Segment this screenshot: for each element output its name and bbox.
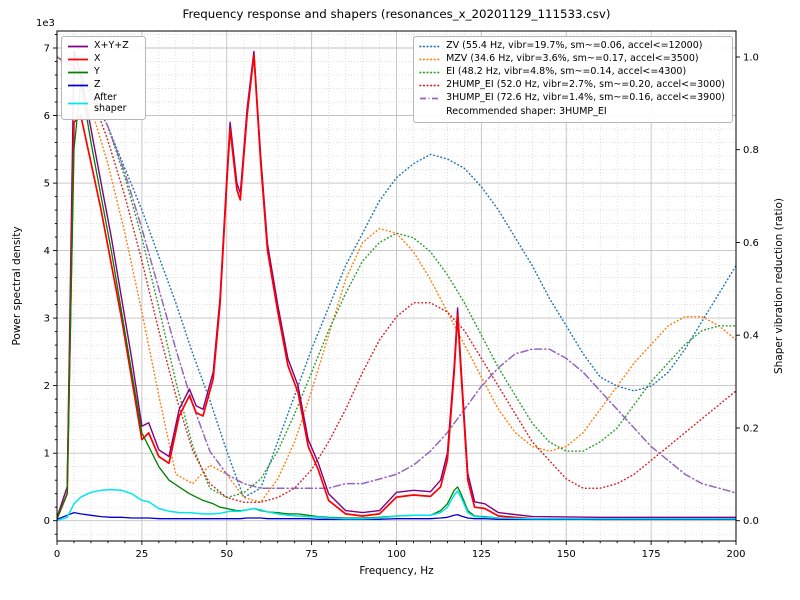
- legend-label: After shaper: [94, 91, 127, 114]
- curve-psd-x: [57, 53, 736, 521]
- legend-label: MZV (34.6 Hz, vibr=3.6%, sm~=0.17, accel…: [446, 52, 699, 64]
- y-axis-label-left: Power spectral density: [11, 226, 23, 346]
- legend-item-psd-x: X: [67, 53, 138, 66]
- y-left-tick-label: 3: [44, 314, 50, 325]
- psd-legend: X+Y+Z X Y Z After shaper: [61, 36, 146, 120]
- x-tick-label: 200: [726, 549, 745, 560]
- y-axis-label-right: Shaper vibration reduction (ratio): [773, 197, 785, 375]
- legend-line-sample: [68, 58, 88, 61]
- curve-psd-after-shaper: [57, 488, 736, 522]
- axis-tick-labels: 0 25 50 75 100 125 150 175 200 0 1 2 3 4 5 6 7 0.0 0.2 0.4 0…: [44, 44, 759, 561]
- legend-item-shaper-zv: ZV (55.4 Hz, vibr=19.7%, sm~=0.06, accel…: [419, 40, 725, 53]
- legend-item-shaper-ei: EI (48.2 Hz, vibr=4.8%, sm~=0.14, accel<…: [419, 66, 725, 79]
- x-axis-label: Frequency, Hz: [359, 565, 434, 577]
- recommendation-text: Recommended shaper: 3HUMP_EI: [446, 105, 607, 117]
- y-left-tick-label: 0: [44, 516, 50, 527]
- y-axis-offset-label: 1e3: [36, 18, 55, 29]
- shaper-legend: ZV (55.4 Hz, vibr=19.7%, sm~=0.06, accel…: [413, 36, 733, 123]
- x-tick-label: 100: [387, 549, 406, 560]
- y-left-tick-label: 7: [44, 44, 50, 55]
- legend-label: X: [94, 52, 101, 64]
- y-right-tick-label: 1.0: [743, 53, 759, 64]
- curve-shaper-mzv: [57, 56, 736, 503]
- curve-shaper-3hump-ei: [57, 56, 736, 494]
- legend-item-psd-after-shaper: After shaper: [67, 92, 138, 116]
- legend-line-sample: [419, 58, 441, 61]
- y-right-tick-label: 0.4: [743, 331, 759, 342]
- curve-psd-z: [57, 511, 736, 520]
- legend-line-sample: [68, 71, 88, 74]
- legend-label: Y: [94, 65, 100, 77]
- curve-shaper-zv: [57, 56, 736, 499]
- x-tick-label: 0: [54, 549, 60, 560]
- x-tick-label: 175: [642, 549, 661, 560]
- legend-line-sample: [68, 45, 88, 48]
- legend-label: ZV (55.4 Hz, vibr=19.7%, sm~=0.06, accel…: [446, 40, 703, 51]
- x-tick-label: 150: [557, 549, 576, 560]
- y-left-tick-label: 5: [44, 179, 50, 190]
- chart-title: Frequency response and shapers (resonanc…: [182, 7, 611, 21]
- x-tick-label: 50: [220, 549, 233, 560]
- legend-line-sample: [419, 71, 441, 74]
- legend-item-shaper-mzv: MZV (34.6 Hz, vibr=3.6%, sm~=0.17, accel…: [419, 53, 725, 66]
- legend-item-shaper-3hump-ei: 3HUMP_EI (72.6 Hz, vibr=1.4%, sm~=0.16, …: [419, 92, 725, 105]
- legend-label: EI (48.2 Hz, vibr=4.8%, sm~=0.14, accel<…: [446, 65, 687, 77]
- y-right-tick-label: 0.2: [743, 424, 759, 435]
- legend-line-sample: [419, 84, 441, 87]
- psd-curves: [57, 50, 736, 522]
- shaper-curves: [57, 56, 736, 503]
- legend-item-psd-z: Z: [67, 79, 138, 92]
- legend-item-psd-y: Y: [67, 66, 138, 79]
- legend-line-sample: [420, 97, 441, 99]
- legend-label: 3HUMP_EI (72.6 Hz, vibr=1.4%, sm~=0.16, …: [446, 91, 725, 103]
- y-left-tick-label: 2: [44, 381, 50, 392]
- legend-label: Z: [94, 78, 101, 90]
- axis-ticks: [53, 34, 740, 545]
- y-right-tick-label: 0.8: [743, 145, 759, 156]
- legend-line-sample: [68, 102, 88, 105]
- y-left-tick-label: 1: [44, 449, 50, 460]
- legend-line-sample: [68, 84, 88, 87]
- y-right-tick-label: 0.0: [743, 516, 759, 527]
- y-right-tick-label: 0.6: [743, 238, 759, 249]
- x-tick-label: 25: [136, 549, 149, 560]
- legend-item-shaper-2hump-ei: 2HUMP_EI (52.0 Hz, vibr=2.7%, sm~=0.20, …: [419, 79, 725, 92]
- y-left-tick-label: 4: [44, 246, 50, 257]
- y-left-tick-label: 6: [44, 111, 50, 122]
- legend-line-sample: [419, 45, 441, 48]
- legend-item-psd-xyz: X+Y+Z: [67, 40, 138, 53]
- legend-label: 2HUMP_EI (52.0 Hz, vibr=2.7%, sm~=0.20, …: [446, 78, 725, 90]
- legend-label: X+Y+Z: [94, 40, 129, 51]
- x-tick-label: 75: [305, 549, 318, 560]
- x-tick-label: 125: [472, 549, 491, 560]
